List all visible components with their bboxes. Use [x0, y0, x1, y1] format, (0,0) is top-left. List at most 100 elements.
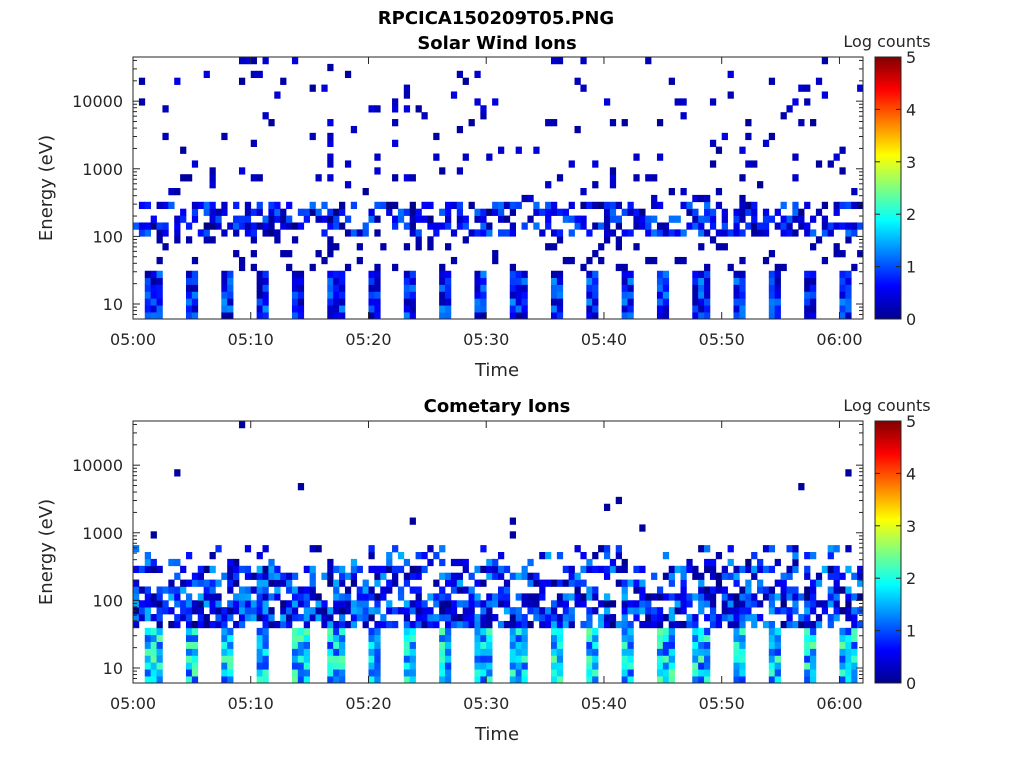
heatmap-cell	[633, 174, 640, 182]
heatmap-cell	[603, 545, 611, 553]
heatmap-cell	[333, 270, 340, 278]
heatmap-cell	[668, 188, 675, 196]
heatmap-cell	[415, 614, 422, 622]
heatmap-cell	[456, 579, 464, 587]
heatmap-cell	[185, 305, 193, 313]
heatmap-cell	[821, 222, 829, 230]
heatmap-cell	[333, 655, 340, 663]
heatmap-cell	[321, 614, 328, 622]
heatmap-cell	[656, 229, 664, 237]
heatmap-cell	[521, 593, 528, 601]
heatmap-cell	[492, 98, 499, 106]
heatmap-cell	[762, 586, 770, 594]
heatmap-cell	[162, 607, 169, 615]
heatmap-cell	[238, 593, 246, 601]
heatmap-cell	[191, 208, 199, 216]
heatmap-cell	[250, 139, 257, 147]
heatmap-cell	[333, 277, 340, 285]
heatmap-cell	[156, 291, 163, 299]
heatmap-cell	[709, 600, 717, 608]
heatmap-cell	[615, 552, 622, 560]
heatmap-cell	[792, 208, 799, 216]
heatmap-cell	[762, 545, 770, 553]
heatmap-cell	[503, 201, 511, 210]
heatmap-cell	[545, 215, 552, 223]
heatmap-cell	[692, 627, 699, 636]
heatmap-cell	[627, 298, 634, 306]
heatmap-cell	[350, 620, 358, 629]
heatmap-cell	[262, 229, 269, 237]
heatmap-cell	[138, 77, 146, 85]
heatmap-cell	[227, 277, 234, 285]
heatmap-cell	[515, 572, 522, 580]
heatmap-cell	[262, 305, 269, 313]
heatmap-cell	[739, 256, 746, 265]
heatmap-cell	[615, 545, 622, 553]
y-tick-label: 1000	[82, 160, 123, 179]
heatmap-cell	[509, 229, 517, 237]
heatmap-cell	[509, 284, 517, 292]
colorbar	[874, 420, 902, 684]
heatmap-cell	[156, 648, 163, 656]
heatmap-cell	[480, 305, 487, 313]
heatmap-cell	[686, 593, 693, 601]
heatmap-cell	[474, 229, 481, 237]
heatmap-cell	[739, 669, 746, 677]
heatmap-cell	[556, 305, 564, 313]
heatmap-cell	[827, 160, 834, 168]
heatmap-cell	[327, 614, 334, 622]
figure-title: RPCICA150209T05.PNG	[378, 8, 614, 29]
heatmap-cell	[297, 277, 305, 285]
heatmap-cell	[203, 565, 210, 574]
heatmap-cell	[185, 291, 193, 299]
heatmap-cell	[774, 284, 781, 292]
heatmap-cell	[839, 312, 846, 320]
heatmap-cell	[574, 586, 581, 594]
heatmap-cell	[185, 676, 193, 684]
heatmap-cell	[286, 222, 293, 230]
heatmap-cell	[380, 565, 387, 574]
heatmap-cell	[156, 284, 163, 292]
heatmap-cell	[427, 222, 434, 230]
heatmap-cell	[456, 125, 464, 134]
heatmap-cell	[603, 607, 611, 615]
heatmap-cell	[709, 565, 717, 574]
heatmap-cell	[227, 655, 234, 663]
heatmap-cell	[244, 607, 252, 615]
heatmap-cell	[291, 305, 299, 313]
heatmap-cell	[262, 57, 269, 65]
heatmap-cell	[150, 284, 157, 292]
heatmap-cell	[362, 222, 369, 230]
heatmap-cell	[450, 620, 458, 629]
heatmap-cell	[333, 291, 340, 299]
heatmap-cell	[668, 648, 675, 656]
heatmap-cell	[745, 132, 752, 141]
heatmap-cell	[815, 579, 823, 587]
heatmap-cell	[244, 586, 252, 594]
heatmap-cell	[568, 579, 575, 587]
heatmap-cell	[568, 572, 575, 580]
heatmap-cell	[498, 229, 505, 237]
heatmap-cell	[174, 188, 181, 196]
heatmap-cell	[415, 229, 422, 237]
heatmap-cell	[268, 215, 275, 223]
heatmap-cell	[150, 641, 157, 649]
heatmap-cell	[592, 277, 599, 285]
heatmap-cell	[733, 565, 740, 574]
heatmap-cell	[751, 614, 758, 622]
heatmap-cell	[486, 222, 493, 230]
heatmap-cell	[450, 572, 458, 580]
heatmap-cell	[197, 201, 204, 210]
heatmap-cell	[191, 655, 199, 663]
heatmap-cell	[397, 208, 405, 216]
heatmap-cell	[651, 614, 658, 622]
heatmap-cell	[592, 291, 599, 299]
heatmap-cell	[739, 174, 746, 182]
heatmap-cell	[315, 208, 322, 216]
heatmap-cell	[191, 669, 199, 677]
heatmap-cell	[368, 641, 375, 649]
heatmap-cell	[521, 627, 528, 636]
heatmap-cell	[445, 208, 452, 216]
heatmap-cell	[333, 662, 340, 670]
